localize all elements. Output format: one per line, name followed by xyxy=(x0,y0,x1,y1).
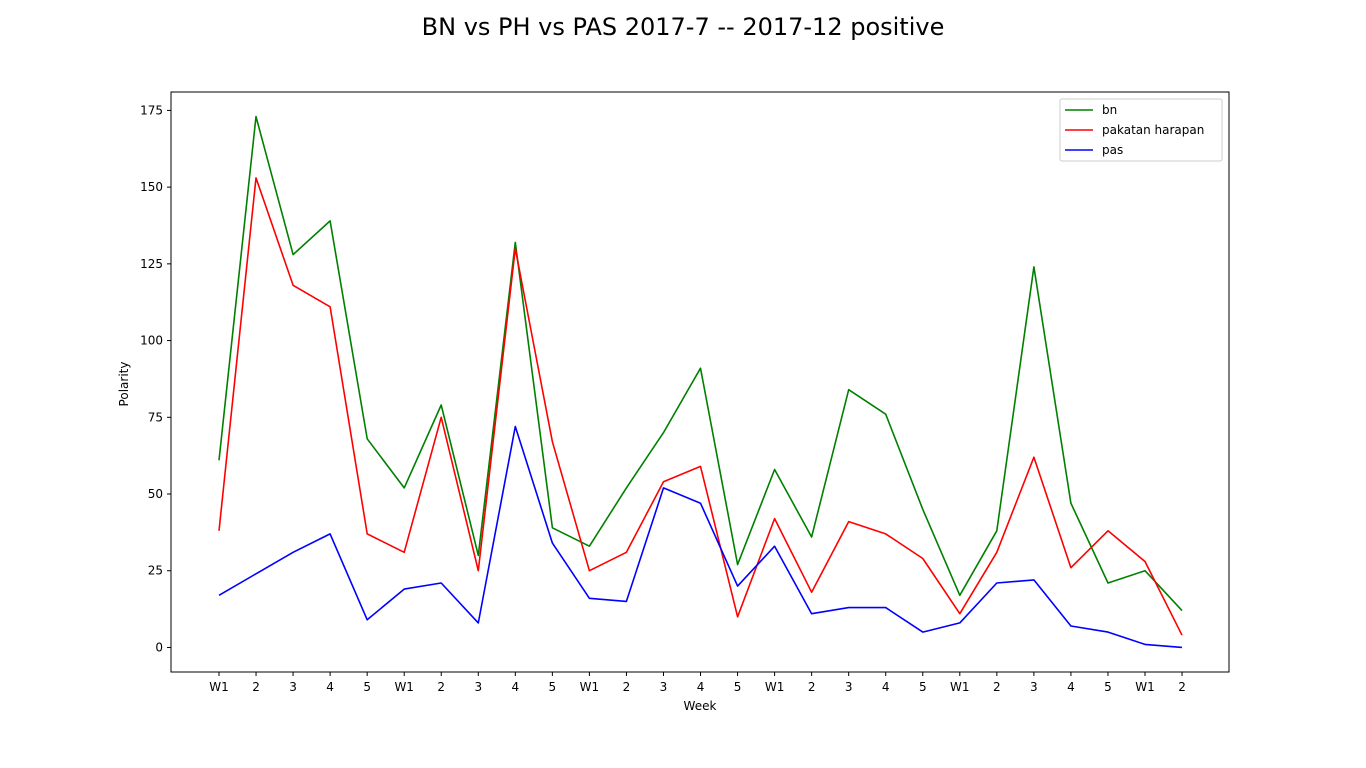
x-tick-label: 4 xyxy=(882,680,890,694)
legend-box xyxy=(1059,98,1223,162)
legend-label: pakatan harapan xyxy=(1102,123,1204,137)
y-axis: 0 25 50 75 100 125 150 175 xyxy=(140,103,171,654)
y-tick-label: 125 xyxy=(140,257,163,271)
series-line-pas xyxy=(218,425,1183,649)
y-tick-label: 150 xyxy=(140,180,163,194)
x-tick-label: 5 xyxy=(1104,680,1112,694)
x-axis-label: Week xyxy=(684,699,717,713)
x-tick-label: 5 xyxy=(363,680,371,694)
x-tick-label: 5 xyxy=(919,680,927,694)
y-tick-label: 175 xyxy=(140,103,163,117)
x-tick-label: 3 xyxy=(660,680,668,694)
x-tick-label: W1 xyxy=(950,680,970,694)
y-tick-label: 100 xyxy=(140,334,163,348)
series-group xyxy=(218,115,1183,649)
x-tick-label: W1 xyxy=(765,680,785,694)
x-tick-label: 2 xyxy=(993,680,1001,694)
y-tick-label: 75 xyxy=(148,410,163,424)
y-tick-label: 0 xyxy=(155,640,163,654)
x-tick-label: 5 xyxy=(549,680,557,694)
x-tick-label: 4 xyxy=(697,680,705,694)
x-tick-label: 2 xyxy=(437,680,445,694)
x-tick-label: 4 xyxy=(326,680,334,694)
x-tick-label: 3 xyxy=(1030,680,1038,694)
x-tick-label: 4 xyxy=(511,680,519,694)
series-line-pakatan-harapan xyxy=(218,177,1183,636)
y-tick-label: 25 xyxy=(148,564,163,578)
x-tick-label: W1 xyxy=(394,680,414,694)
plot-area xyxy=(170,91,1230,673)
x-tick-label: 2 xyxy=(1178,680,1186,694)
x-tick-label: 2 xyxy=(808,680,816,694)
x-tick-label: W1 xyxy=(580,680,600,694)
y-tick-label: 50 xyxy=(148,487,163,501)
x-axis: W1 2 3 4 5 W1 2 3 4 5 W1 2 3 4 5 W1 2 3 4 5 W1 2 3 4 5 W1 2 xyxy=(209,672,1186,694)
x-tick-label: 3 xyxy=(474,680,482,694)
x-tick-label: W1 xyxy=(1135,680,1155,694)
legend-label: bn xyxy=(1102,103,1117,117)
x-tick-label: 3 xyxy=(845,680,853,694)
chart-title: BN vs PH vs PAS 2017-7 -- 2017-12 positi… xyxy=(422,13,945,41)
y-axis-label: Polarity xyxy=(117,362,131,407)
series-line-bn xyxy=(218,115,1183,612)
x-tick-label: 3 xyxy=(289,680,297,694)
x-tick-label: 4 xyxy=(1067,680,1075,694)
x-tick-label: 2 xyxy=(623,680,631,694)
x-tick-label: W1 xyxy=(209,680,229,694)
legend: bn pakatan harapan pas xyxy=(1059,98,1223,162)
x-tick-label: 5 xyxy=(734,680,742,694)
legend-label: pas xyxy=(1102,143,1123,157)
x-tick-label: 2 xyxy=(252,680,260,694)
